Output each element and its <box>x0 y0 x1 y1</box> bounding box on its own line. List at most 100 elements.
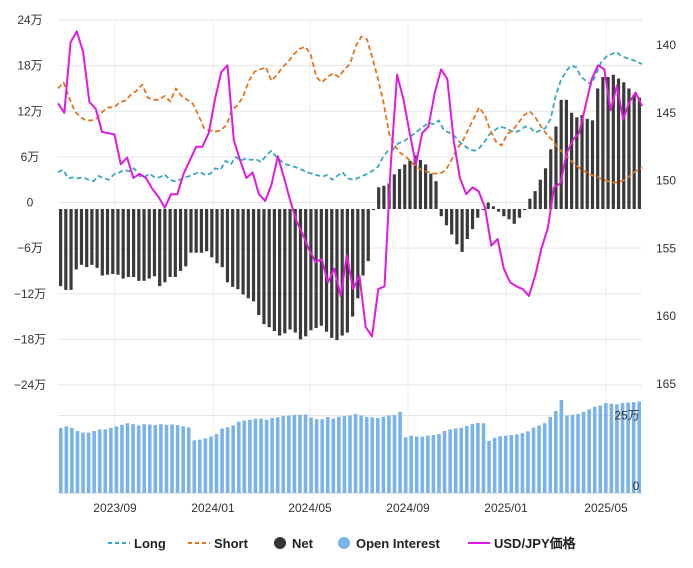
net-bar <box>340 209 344 336</box>
net-bar <box>137 209 141 281</box>
oi-bar <box>259 418 263 493</box>
oi-bar <box>314 419 319 493</box>
net-bar <box>590 120 595 209</box>
net-bar <box>246 209 250 299</box>
net-bar <box>85 209 89 268</box>
net-bar <box>486 202 490 209</box>
net-bar <box>611 74 615 209</box>
net-bar <box>111 209 115 274</box>
right-tick-label: 150 <box>656 174 676 188</box>
legend-label: Short <box>214 536 249 551</box>
legend-swatch-dot <box>338 537 350 549</box>
oi-bar <box>170 424 174 493</box>
x-axis: 2023/09 2024/01 2024/05 2024/09 2025/01 2025/… <box>93 501 628 515</box>
net-bar <box>554 126 558 209</box>
oi-tick-label: 0 <box>633 479 640 493</box>
oi-bar <box>287 415 291 493</box>
net-bar <box>283 209 287 334</box>
net-bar <box>622 82 626 209</box>
net-bar <box>335 209 339 341</box>
net-bar <box>132 209 136 278</box>
oi-bar <box>476 422 480 493</box>
net-bar <box>173 209 177 278</box>
net-bar <box>189 209 193 253</box>
legend-label: Long <box>134 536 166 551</box>
net-bar <box>345 209 349 333</box>
oi-bar <box>615 404 619 493</box>
net-bar <box>429 173 433 209</box>
oi-bar <box>92 431 96 493</box>
oi-bar <box>387 415 391 493</box>
oi-bar <box>348 415 352 493</box>
oi-bar <box>64 426 69 493</box>
net-bar <box>455 209 459 245</box>
oi-bar <box>565 415 569 493</box>
oi-bar <box>331 418 336 493</box>
net-bar <box>549 149 553 209</box>
oi-bar <box>481 423 486 493</box>
net-bar <box>105 209 110 275</box>
net-bar <box>528 198 532 209</box>
net-bar <box>69 209 73 290</box>
oi-bar <box>353 413 358 493</box>
oi-bar <box>398 411 402 493</box>
legend-item: Long <box>108 536 166 551</box>
oi-bar <box>364 417 369 493</box>
net-bar <box>95 209 99 268</box>
oi-bar <box>164 424 169 493</box>
left-axis: 24万 18万 12万 6万 0 −6万 −12万 −18万 −24万 <box>14 13 46 392</box>
net-bar <box>79 209 84 265</box>
oi-bar <box>548 417 553 493</box>
net-bar <box>575 117 579 209</box>
oi-tick-label: 25万 <box>614 409 639 423</box>
net-bar <box>293 209 297 333</box>
oi-bar <box>270 417 274 493</box>
net-bar <box>637 97 641 209</box>
oi-bar <box>537 425 541 493</box>
left-tick-label: −18万 <box>14 332 46 346</box>
right-tick-label: 145 <box>656 106 676 120</box>
net-bar <box>262 209 266 325</box>
net-bar <box>481 209 485 211</box>
net-bar <box>439 209 443 217</box>
left-tick-label: 12万 <box>17 104 42 118</box>
oi-bar <box>426 435 430 493</box>
net-bar <box>470 209 475 230</box>
legend-item: Open Interest <box>338 536 440 551</box>
oi-bar <box>487 440 491 493</box>
net-bar <box>351 209 355 317</box>
right-tick-label: 140 <box>656 38 676 52</box>
x-tick-label: 2024/05 <box>288 501 332 515</box>
oi-bar <box>292 414 297 493</box>
net-bar <box>408 160 412 209</box>
net-bar <box>64 209 68 290</box>
oi-bar <box>131 424 135 493</box>
oi-bar <box>570 414 575 493</box>
oi-bar <box>320 419 324 493</box>
net-bar <box>517 209 522 218</box>
net-bar <box>361 209 365 276</box>
oi-bar <box>248 419 252 493</box>
net-bar <box>397 169 402 209</box>
oi-bar <box>515 434 519 493</box>
oi-bar <box>175 425 180 493</box>
net-bar <box>580 115 584 209</box>
net-bar <box>434 181 438 209</box>
long-line <box>57 51 643 183</box>
oi-bar <box>325 417 330 493</box>
net-bar <box>444 209 449 226</box>
open-interest-bars <box>58 400 642 493</box>
oi-bar <box>559 400 564 493</box>
oi-bar <box>192 440 197 493</box>
oi-bar <box>142 424 147 493</box>
oi-bar <box>553 410 558 493</box>
net-bar <box>241 209 245 295</box>
net-bar <box>309 209 313 331</box>
oi-bar <box>598 405 603 493</box>
left-tick-label: 0 <box>27 196 34 210</box>
net-bar <box>184 209 188 267</box>
oi-bar <box>587 409 591 493</box>
net-bar <box>460 209 464 252</box>
net-bar <box>205 209 209 252</box>
